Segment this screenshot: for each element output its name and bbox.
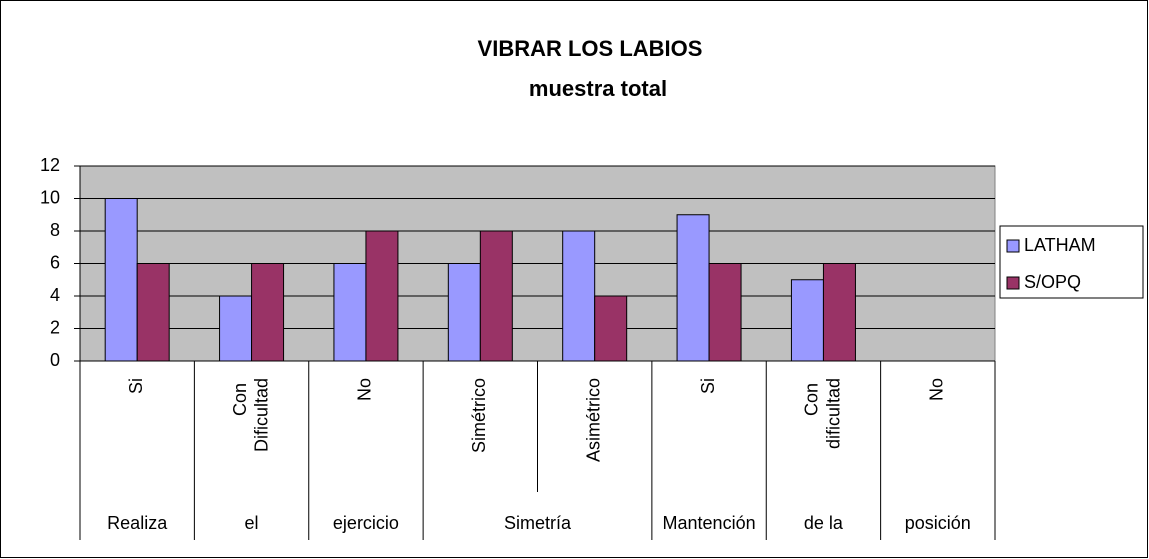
bar: [251, 263, 285, 362]
group-label: posición: [905, 513, 971, 533]
legend-label: LATHAM: [1024, 235, 1096, 255]
x-tick-label: No: [927, 378, 947, 401]
chart-title: VIBRAR LOS LABIOS: [478, 36, 703, 61]
bar: [333, 263, 367, 362]
x-tick-label: Con Dificultad: [230, 378, 272, 452]
legend-swatch: [1006, 276, 1020, 290]
x-tick-label: Si: [698, 378, 718, 394]
legend-box: [999, 225, 1144, 299]
x-tick-label: Asimétrico: [583, 378, 603, 462]
chart-subtitle: muestra total: [529, 76, 667, 101]
bar: [365, 230, 399, 362]
bar: [708, 263, 742, 362]
group-label: Realiza: [107, 513, 168, 533]
y-tick-label: 6: [50, 252, 60, 272]
x-tick-label: Simétrico: [469, 378, 489, 453]
y-tick-label: 12: [40, 155, 60, 175]
y-tick-label: 4: [50, 285, 60, 305]
y-tick-label: 8: [50, 220, 60, 240]
bar: [219, 295, 253, 362]
group-label: el: [245, 513, 259, 533]
y-tick-label: 2: [50, 317, 60, 337]
x-tick-label: Con dificultad: [801, 378, 843, 449]
group-label: de la: [804, 513, 844, 533]
x-tick-label: No: [355, 378, 375, 401]
legend-label: S/OPQ: [1024, 272, 1081, 292]
bar: [136, 263, 170, 362]
bar: [479, 230, 513, 362]
bar: [104, 198, 138, 362]
bar: [676, 214, 710, 362]
y-tick-label: 10: [40, 187, 60, 207]
bar: [790, 279, 824, 362]
bar: [594, 295, 628, 362]
legend-swatch: [1006, 239, 1020, 253]
group-label: ejercicio: [333, 513, 399, 533]
bar: [822, 263, 856, 362]
x-tick-label: Si: [126, 378, 146, 394]
bar: [562, 230, 596, 362]
y-tick-label: 0: [50, 350, 60, 370]
group-label: Mantención: [663, 513, 756, 533]
group-label: Simetría: [504, 513, 572, 533]
bar: [447, 263, 481, 362]
